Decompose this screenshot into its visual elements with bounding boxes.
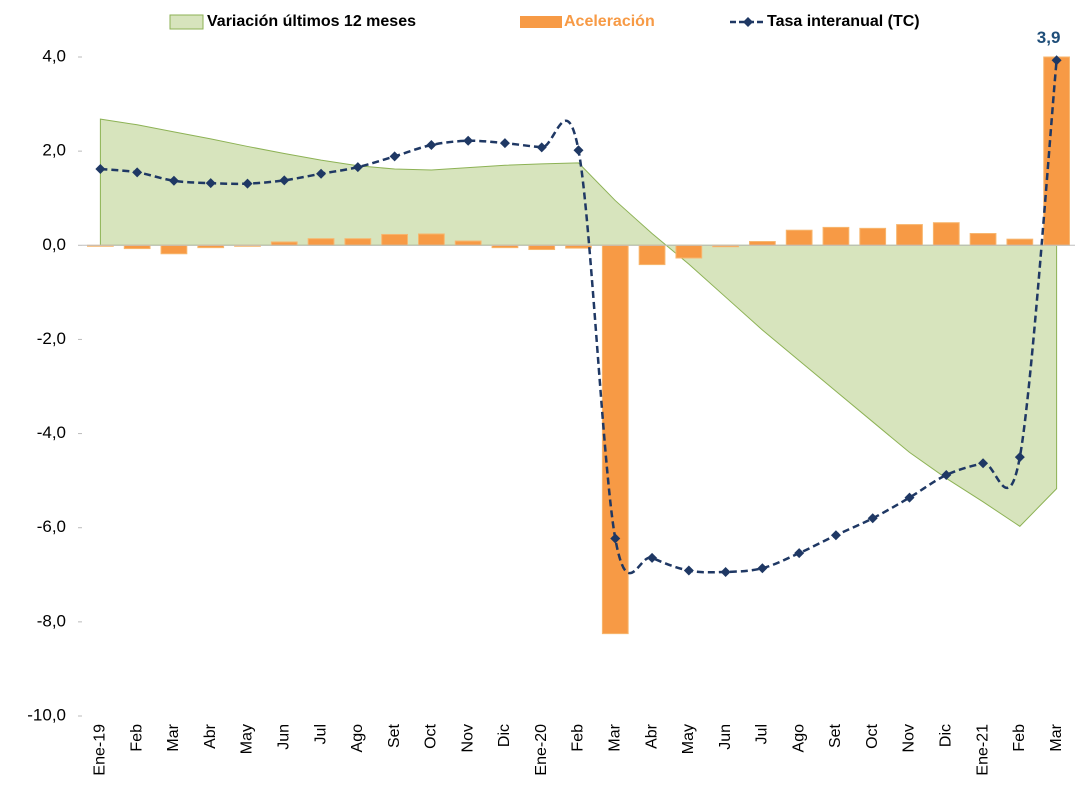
marker: [978, 458, 989, 469]
bar: [344, 238, 372, 246]
bar: [969, 233, 997, 246]
y-tick-label: -2,0: [37, 329, 66, 348]
x-tick-label: Abr: [643, 723, 660, 749]
bar: [749, 241, 776, 246]
bar: [1006, 238, 1034, 246]
x-tick-label: Nov: [901, 724, 918, 752]
y-tick-label: -4,0: [37, 423, 66, 442]
bar: [785, 229, 813, 246]
marker: [205, 178, 216, 189]
x-tick-label: Dic: [937, 724, 954, 747]
legend-swatch: [520, 16, 562, 28]
bar: [528, 244, 556, 251]
legend-swatch: [169, 14, 204, 30]
y-tick-label: -10,0: [27, 705, 66, 724]
x-tick-label: Mar: [606, 723, 623, 751]
marker: [904, 492, 915, 503]
marker: [316, 168, 327, 179]
x-tick-label: Feb: [1011, 724, 1028, 752]
x-tick-label: Jul: [754, 724, 771, 744]
legend-label: Variación últimos 12 meses: [207, 13, 416, 30]
marker: [573, 145, 584, 156]
marker: [536, 142, 547, 153]
x-tick-label: Ene-20: [533, 724, 550, 776]
y-tick-label: 0,0: [42, 235, 66, 254]
marker: [867, 513, 878, 524]
marker: [647, 552, 658, 563]
bar: [418, 233, 445, 246]
marker: [720, 566, 731, 577]
x-tick-label: Oct: [864, 723, 881, 748]
x-tick-label: Jun: [275, 724, 292, 750]
marker: [168, 175, 179, 186]
bar: [1043, 56, 1070, 246]
bar: [859, 227, 887, 246]
bar: [454, 240, 482, 246]
marker: [1014, 452, 1025, 463]
legend-marker: [743, 17, 753, 27]
bar: [932, 222, 960, 246]
marker: [794, 548, 805, 559]
marker: [279, 175, 290, 186]
line: [100, 60, 1058, 575]
marker: [683, 565, 694, 576]
marker: [132, 167, 143, 178]
legend-label: Tasa interanual (TC): [767, 13, 920, 30]
y-tick-label: 2,0: [42, 141, 66, 160]
x-tick-label: Mar: [1048, 723, 1065, 751]
x-tick-label: Set: [827, 723, 844, 748]
x-tick-label: Feb: [128, 724, 145, 752]
bar: [381, 233, 408, 246]
marker: [757, 563, 768, 574]
x-tick-label: May: [680, 724, 697, 754]
marker: [830, 530, 841, 541]
x-tick-label: Ene-19: [92, 724, 109, 776]
legend-label: Aceleración: [564, 13, 655, 30]
bar: [675, 244, 703, 259]
bar: [307, 238, 335, 246]
x-tick-label: Ago: [349, 724, 366, 753]
marker: [941, 469, 952, 480]
x-tick-label: May: [239, 724, 256, 754]
x-tick-label: Oct: [423, 723, 440, 748]
x-tick-label: Abr: [202, 723, 219, 749]
data-label: 3,9: [1037, 28, 1061, 47]
x-tick-label: Dic: [496, 724, 513, 747]
x-tick-label: Mar: [165, 723, 182, 751]
marker: [463, 135, 474, 146]
bar: [822, 226, 850, 246]
x-tick-label: Feb: [570, 724, 587, 752]
x-tick-label: Jun: [717, 724, 734, 750]
marker: [610, 533, 621, 544]
y-tick-label: 4,0: [42, 46, 66, 65]
marker: [352, 162, 363, 173]
x-tick-label: Jul: [312, 724, 329, 744]
y-tick-label: -6,0: [37, 517, 66, 536]
marker: [95, 164, 106, 175]
y-tick-label: -8,0: [37, 611, 66, 630]
marker: [389, 151, 400, 162]
x-tick-label: Set: [386, 723, 403, 748]
bar: [601, 244, 629, 635]
x-tick-label: Nov: [459, 724, 476, 752]
x-tick-label: Ago: [790, 724, 807, 753]
marker: [242, 178, 253, 189]
bar: [638, 244, 666, 266]
area: [99, 118, 1058, 527]
marker: [1051, 55, 1062, 66]
marker: [426, 140, 437, 151]
bar: [896, 224, 923, 246]
bar: [160, 244, 188, 255]
marker: [499, 138, 510, 149]
x-tick-label: Ene-21: [974, 724, 991, 776]
